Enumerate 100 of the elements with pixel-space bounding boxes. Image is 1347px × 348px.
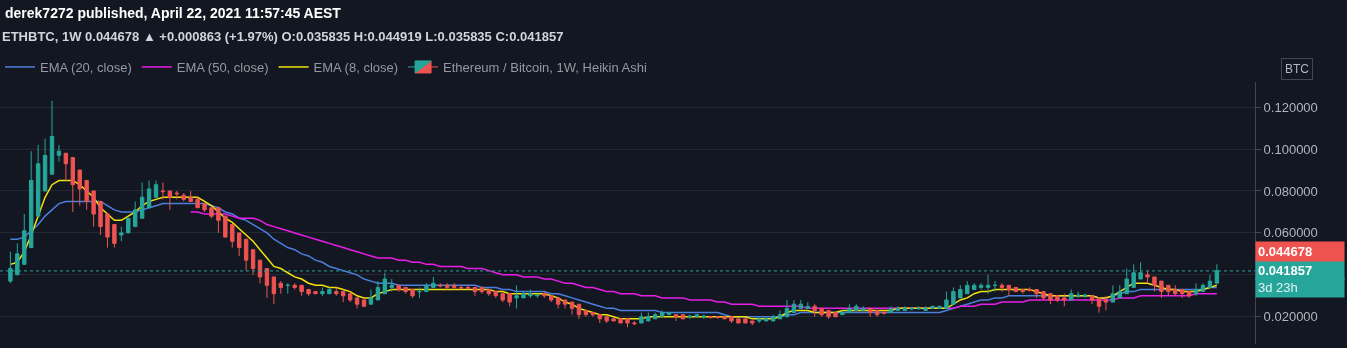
candlestick [757, 316, 762, 324]
candlestick [646, 312, 651, 322]
candlestick [999, 282, 1005, 293]
candlestick [424, 282, 429, 293]
candlestick [410, 289, 415, 299]
ref-line-label: 0.041857 [1258, 263, 1313, 278]
candlestick [694, 314, 700, 318]
candlestick [930, 305, 935, 309]
candlestick [909, 307, 914, 311]
candlestick [923, 305, 928, 311]
candlestick [819, 307, 824, 318]
candlestick [743, 318, 748, 324]
candlestick [445, 282, 450, 290]
candlestick [133, 200, 138, 228]
candlestick [777, 309, 783, 320]
y-tick-label: 0.060000 [1263, 225, 1318, 241]
candlestick [722, 316, 727, 320]
candlestick [618, 318, 623, 324]
candlestick [992, 280, 998, 293]
candlestick [347, 293, 353, 303]
candlestick [937, 305, 942, 309]
candlestick [951, 286, 956, 305]
candlestick [230, 224, 235, 249]
candlestick [1166, 284, 1171, 297]
candlestick [944, 291, 949, 309]
candlestick [791, 299, 797, 314]
candlestick [1180, 289, 1185, 299]
candlestick [639, 312, 644, 324]
candlestick [978, 282, 984, 290]
candlestick [514, 284, 519, 309]
text: 0.044678 [1258, 244, 1313, 259]
candlestick [188, 190, 193, 202]
candlestick [1027, 286, 1032, 293]
candlestick [70, 156, 75, 213]
candlestick [985, 274, 991, 295]
candlestick [881, 309, 887, 316]
candlestick [805, 301, 810, 309]
candlestick [285, 282, 290, 295]
candlestick [874, 309, 880, 318]
candlestick [597, 314, 602, 324]
candlestick [833, 312, 838, 318]
chart-title: derek7272 published, April 22, 2021 11:57:45 AEST [5, 4, 342, 21]
candlestick [770, 314, 776, 322]
candlestick [243, 238, 249, 272]
candlestick [902, 305, 908, 311]
candlestick [1200, 282, 1206, 293]
y-tick-label: 0.020000 [1263, 309, 1318, 325]
candlestick [451, 282, 457, 290]
candlestick [604, 316, 609, 324]
candlestick [479, 286, 485, 295]
candlestick [56, 144, 62, 163]
candlestick [1110, 284, 1116, 303]
candlestick [320, 286, 325, 297]
candlestick [22, 213, 27, 265]
candlestick [1159, 280, 1164, 299]
candlestick [583, 309, 589, 318]
text: 3d 23h [1258, 280, 1298, 295]
candlestick [403, 286, 408, 295]
candlestick [701, 314, 706, 320]
candlestick [250, 249, 256, 276]
candlestick [971, 282, 977, 290]
candlestick [264, 268, 270, 299]
candlestick [1096, 297, 1102, 314]
candlestick [257, 259, 263, 284]
candlestick [895, 305, 901, 311]
candlestick [216, 207, 221, 234]
candlestick [1069, 289, 1074, 301]
candlestick [1207, 274, 1213, 288]
candlestick [1041, 291, 1046, 301]
candlestick [105, 213, 110, 249]
candlestick [160, 182, 166, 200]
line-series [9, 179, 1218, 320]
candlestick [916, 305, 921, 310]
candlestick [146, 180, 152, 209]
y-tick-label: 0.120000 [1263, 99, 1318, 115]
candlestick [784, 299, 790, 318]
candlestick [63, 152, 69, 182]
candlestick [292, 282, 297, 290]
candlestick [181, 192, 186, 202]
candlestick [1075, 291, 1081, 299]
candlestick [361, 299, 367, 307]
candlestick [1145, 270, 1150, 284]
candlestick [174, 190, 180, 200]
candlestick [798, 299, 804, 309]
candlestick [562, 299, 568, 309]
candlestick [375, 280, 381, 301]
candlestick [112, 224, 117, 249]
candlestick [417, 286, 422, 299]
candlestick [465, 284, 471, 290]
candlestick [542, 291, 547, 299]
candlestick [389, 278, 394, 293]
candlestick [1173, 284, 1178, 297]
candlestick [555, 297, 561, 309]
candlestick [549, 295, 554, 303]
candlestick [313, 291, 318, 295]
legend-label: Ethereum / Bitcoin, 1W, Heikin Ashi [443, 60, 647, 76]
candlestick [576, 303, 582, 320]
candlestick [458, 284, 464, 290]
candlestick [341, 289, 346, 303]
candlestick [659, 309, 665, 318]
